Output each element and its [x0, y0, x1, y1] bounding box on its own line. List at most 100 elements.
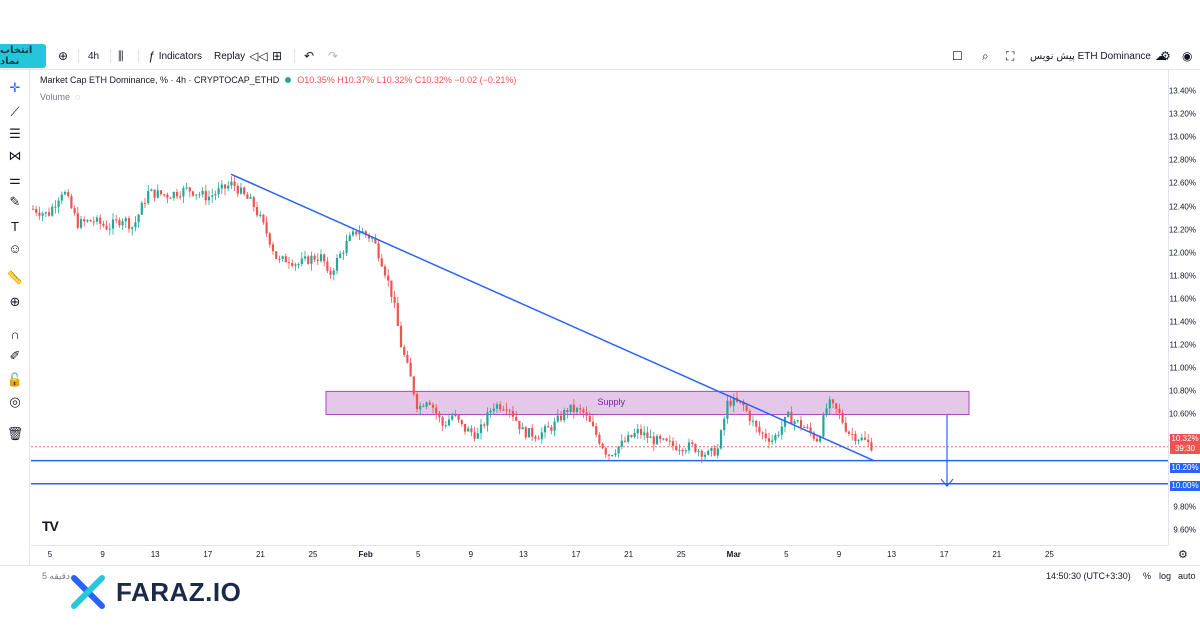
candle-body	[124, 218, 127, 222]
clock-display[interactable]: 14:50:30 (UTC+3:30)	[1046, 571, 1131, 581]
candle-body	[239, 187, 243, 194]
legend-title[interactable]: Market Cap ETH Dominance, % · 4h · CRYPT…	[40, 75, 280, 85]
auto-scale-toggle[interactable]: auto	[1178, 571, 1196, 581]
candle-body	[671, 441, 675, 446]
candle-body	[195, 194, 198, 196]
candle-body	[70, 196, 73, 209]
candle-body	[518, 420, 521, 430]
fib-retracement-icon[interactable]: ☰	[9, 126, 21, 141]
toolbar-divider	[294, 49, 295, 63]
toolbar-divider	[78, 49, 79, 63]
candle-body	[367, 234, 371, 239]
candle-body	[508, 410, 511, 412]
candle-body	[860, 437, 863, 441]
candle-body	[639, 428, 643, 435]
candle-body	[812, 432, 815, 439]
candle-body	[252, 197, 255, 208]
ruler-icon[interactable]: 📏	[6, 270, 24, 285]
candle-body	[863, 437, 867, 440]
tradingview-logo: TV	[42, 518, 59, 534]
percent-scale-toggle[interactable]: %	[1143, 571, 1152, 581]
candle-body	[687, 442, 691, 451]
time-tick-label: 5	[784, 550, 789, 559]
candle-body	[479, 424, 483, 434]
candle-body	[598, 434, 601, 444]
emoji-icon[interactable]: ☺	[8, 240, 22, 256]
brush-icon[interactable]: ✎	[9, 194, 21, 209]
eye-hidden-icon[interactable]: ◌	[75, 92, 81, 102]
candle-body	[134, 222, 137, 228]
candle-body	[191, 191, 195, 196]
price-chart[interactable]	[31, 70, 1168, 545]
candle-body	[633, 432, 636, 438]
candle-body	[604, 448, 607, 455]
expand-icon[interactable]: ⛶	[1006, 48, 1015, 63]
layouts-grid-icon[interactable]: ⊞	[272, 49, 283, 63]
keep-drawing-icon[interactable]: ✐	[9, 348, 21, 363]
candle-body	[166, 194, 169, 198]
candle-body	[236, 185, 239, 194]
price-axis[interactable]: 13.40% 13.20% 13.00% 12.80% 12.60% 12.40% 12.2…	[1168, 70, 1200, 545]
indicators-label: Indicators	[158, 50, 203, 62]
candle-body	[678, 449, 681, 451]
undo-icon[interactable]: ↶	[304, 49, 315, 63]
candle-body	[268, 233, 271, 245]
candle-body	[73, 208, 76, 214]
prediction-icon[interactable]: ⚌	[9, 172, 21, 187]
time-tick-label: 21	[624, 550, 634, 559]
fullscreen-toggle-icon[interactable]: ☐	[952, 49, 963, 63]
candle-body	[348, 235, 351, 241]
candle-body	[591, 421, 595, 427]
candle-body	[729, 400, 732, 406]
price-tick-label: 12.00%	[1168, 248, 1196, 258]
candle-body	[63, 192, 67, 195]
layout-name-button[interactable]: پیش نویس ETH Dominance ☁	[1030, 46, 1167, 66]
candle-body	[51, 206, 54, 216]
candle-body	[345, 240, 348, 253]
magnet-icon[interactable]: ∩	[10, 326, 20, 342]
function-icon: ƒ	[148, 49, 155, 63]
candle-body	[92, 221, 95, 223]
time-tick-label: Mar	[726, 550, 741, 559]
symbol-search-button[interactable]: انتخاب نماد	[0, 44, 46, 68]
add-symbol-icon[interactable]: ⊕	[58, 49, 69, 63]
replay-button[interactable]: Replay ◁◁	[214, 46, 268, 66]
chart-type-candles-icon[interactable]: ⫼	[118, 48, 124, 63]
quick-search-icon[interactable]: ⌕	[982, 48, 989, 63]
candle-body	[684, 450, 687, 452]
candle-body	[390, 280, 393, 297]
candle-body	[361, 231, 364, 233]
log-scale-toggle[interactable]: log	[1159, 571, 1172, 581]
candle-body	[486, 412, 489, 426]
candle-body	[409, 362, 412, 377]
pattern-icon[interactable]: ⋈	[8, 148, 22, 163]
candle-body	[764, 433, 767, 439]
volume-legend[interactable]: Volume ◌	[40, 92, 80, 102]
candle-body	[537, 438, 540, 440]
axis-settings-icon[interactable]: ⚙	[1178, 549, 1188, 561]
text-tool-icon[interactable]: T	[11, 218, 19, 234]
candle-body	[396, 303, 399, 326]
candle-body	[313, 255, 316, 260]
candle-body	[675, 445, 678, 451]
zoom-in-icon[interactable]: ⊕	[9, 294, 21, 309]
trash-icon[interactable]: 🗑	[6, 426, 24, 441]
interval-button[interactable]: 4h	[88, 50, 100, 62]
time-tick-label: 25	[676, 550, 686, 559]
eye-icon[interactable]: ◎	[9, 394, 21, 409]
settings-gear-icon[interactable]: ⚙	[1160, 49, 1171, 63]
camera-snapshot-icon[interactable]: ◉	[1182, 49, 1193, 63]
candle-body	[870, 442, 873, 451]
candle-body	[371, 237, 374, 239]
crosshair-icon[interactable]: ✛	[9, 80, 21, 95]
candle-body	[473, 432, 476, 439]
redo-icon[interactable]: ↷	[328, 49, 339, 63]
time-axis[interactable]: 5 9 13 17 21 25 Feb 5 9 13 17 21 25 Mar 5 9 13 17 21 25	[31, 545, 1168, 565]
indicators-button[interactable]: ƒ Indicators	[148, 46, 202, 66]
trend-line-icon[interactable]: ⟋	[10, 104, 20, 119]
candle-body	[742, 401, 745, 406]
lock-icon[interactable]: 🔓	[6, 372, 24, 387]
candle-body	[243, 187, 246, 195]
candle-body	[422, 405, 425, 407]
timeframe-presets[interactable]: 5 دقیقه	[42, 571, 70, 581]
